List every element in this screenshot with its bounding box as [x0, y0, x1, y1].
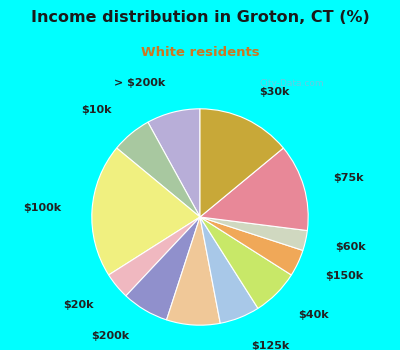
Text: $75k: $75k: [333, 173, 364, 183]
Text: $125k: $125k: [251, 341, 289, 350]
Wedge shape: [126, 217, 200, 320]
Wedge shape: [200, 109, 283, 217]
Text: $200k: $200k: [91, 331, 130, 341]
Wedge shape: [200, 217, 258, 323]
Text: Income distribution in Groton, CT (%): Income distribution in Groton, CT (%): [31, 10, 369, 26]
Text: White residents: White residents: [141, 46, 259, 58]
Wedge shape: [200, 217, 291, 308]
Wedge shape: [200, 217, 303, 275]
Text: > $200k: > $200k: [114, 78, 166, 88]
Wedge shape: [200, 148, 308, 231]
Text: $10k: $10k: [81, 105, 112, 115]
Text: City-Data.com: City-Data.com: [260, 79, 324, 89]
Wedge shape: [166, 217, 220, 325]
Text: $150k: $150k: [325, 271, 364, 281]
Wedge shape: [200, 217, 307, 251]
Wedge shape: [117, 122, 200, 217]
Text: $100k: $100k: [24, 203, 62, 213]
Text: $60k: $60k: [335, 242, 366, 252]
Text: $20k: $20k: [63, 300, 93, 310]
Text: $30k: $30k: [259, 87, 289, 97]
Wedge shape: [109, 217, 200, 296]
Wedge shape: [148, 109, 200, 217]
Text: $40k: $40k: [298, 310, 328, 320]
Wedge shape: [92, 148, 200, 275]
